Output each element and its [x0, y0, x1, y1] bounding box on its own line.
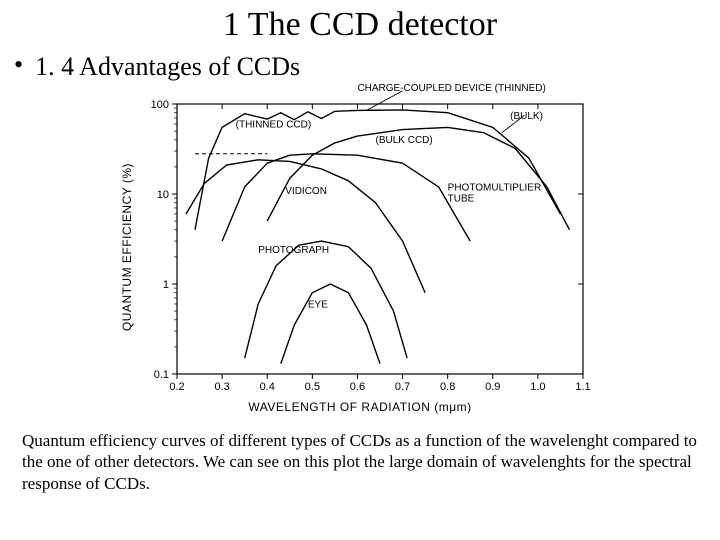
- svg-text:0.2: 0.2: [169, 381, 184, 393]
- qe-chart: QUANTUM EFFICIENCY (%) WAVELENGTH OF RAD…: [125, 82, 595, 412]
- svg-text:(THINNED CCD): (THINNED CCD): [236, 119, 312, 130]
- svg-text:EYE: EYE: [308, 299, 328, 310]
- svg-text:PHOTOMULTIPLIERTUBE: PHOTOMULTIPLIERTUBE: [448, 182, 542, 204]
- svg-text:0.6: 0.6: [350, 381, 365, 393]
- svg-text:1.1: 1.1: [575, 381, 590, 393]
- svg-text:(BULK): (BULK): [510, 111, 543, 122]
- svg-text:1.0: 1.0: [530, 381, 545, 393]
- svg-text:10: 10: [157, 189, 169, 201]
- svg-text:(BULK CCD): (BULK CCD): [375, 135, 432, 146]
- page-title: 1 The CCD detector: [0, 0, 720, 44]
- bullet-dot: •: [14, 52, 23, 78]
- svg-text:0.7: 0.7: [395, 381, 410, 393]
- svg-text:VIDICON: VIDICON: [285, 186, 327, 197]
- x-axis-label: WAVELENGTH OF RADIATION (mμm): [248, 400, 471, 414]
- svg-text:0.3: 0.3: [214, 381, 229, 393]
- y-axis-label: QUANTUM EFFICIENCY (%): [120, 163, 134, 331]
- chart-svg: 0.2 0.3 0.4 0.5 0.6 0.7 0.8 0.9 1.0 1.1 0.1 1 10 100 (…: [125, 82, 595, 412]
- svg-text:0.1: 0.1: [154, 369, 169, 381]
- svg-text:CHARGE-COUPLED DEVICE (THINNED: CHARGE-COUPLED DEVICE (THINNED): [357, 83, 545, 94]
- bullet-text: 1. 4 Advantages of CCDs: [35, 52, 300, 82]
- svg-text:100: 100: [151, 99, 169, 111]
- svg-text:0.8: 0.8: [440, 381, 455, 393]
- svg-text:0.5: 0.5: [305, 381, 320, 393]
- svg-text:PHOTOGRAPH: PHOTOGRAPH: [258, 245, 329, 256]
- svg-text:0.9: 0.9: [485, 381, 500, 393]
- caption: Quantum efficiency curves of different t…: [0, 412, 720, 494]
- svg-text:1: 1: [163, 279, 169, 291]
- bullet-row: • 1. 4 Advantages of CCDs: [14, 52, 720, 82]
- svg-text:0.4: 0.4: [260, 381, 275, 393]
- slide: 1 The CCD detector • 1. 4 Advantages of …: [0, 0, 720, 540]
